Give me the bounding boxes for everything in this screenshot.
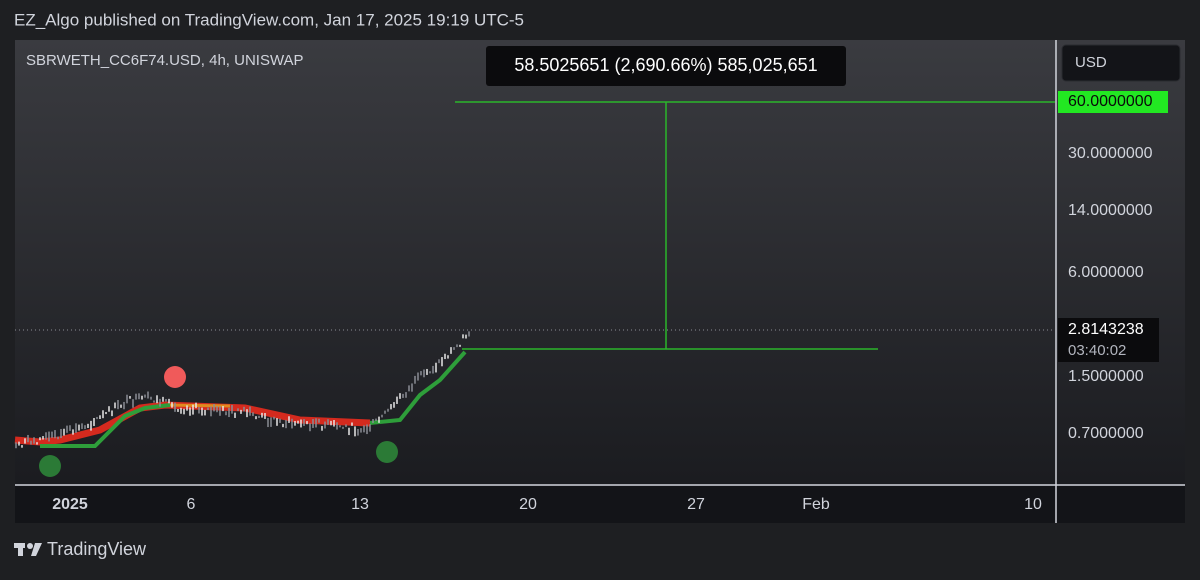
time-scale-label: 27 bbox=[687, 496, 705, 513]
time-scale-label: Feb bbox=[802, 496, 830, 513]
countdown-label: 03:40:02 bbox=[1068, 342, 1126, 359]
brand-logo bbox=[14, 543, 42, 556]
sell-signal bbox=[164, 366, 186, 388]
time-axis bbox=[15, 486, 1185, 523]
time-scale-label: 10 bbox=[1024, 496, 1042, 513]
price-scale-label: 60.0000000 bbox=[1068, 93, 1153, 110]
measure-label: 58.5025651 (2,690.66%) 585,025,651 bbox=[514, 55, 817, 75]
target-price-box bbox=[1058, 91, 1168, 113]
symbol-label: SBRWETH_CC6F74.USD, 4h, UNISWAP bbox=[26, 52, 304, 69]
currency-label: USD bbox=[1075, 54, 1107, 71]
brand-name: TradingView bbox=[47, 539, 147, 559]
buy-signal bbox=[39, 455, 61, 477]
trend-band-green bbox=[40, 350, 467, 448]
time-scale-label: 6 bbox=[187, 496, 196, 513]
price-scale-label: 1.5000000 bbox=[1068, 368, 1144, 385]
currency-button[interactable] bbox=[1061, 44, 1181, 82]
time-scale-label: 13 bbox=[351, 496, 369, 513]
chart-panel bbox=[15, 40, 1185, 523]
price-scale-label: 30.0000000 bbox=[1068, 145, 1153, 162]
header-title: EZ_Algo published on TradingView.com, Ja… bbox=[14, 10, 524, 29]
candles bbox=[15, 331, 470, 449]
time-scale-label: 20 bbox=[519, 496, 537, 513]
price-scale-label: 14.0000000 bbox=[1068, 202, 1153, 219]
measure-box bbox=[486, 46, 846, 86]
trend-band-orange bbox=[164, 403, 231, 408]
last-price-box bbox=[1058, 318, 1159, 362]
last-price-label: 2.8143238 bbox=[1068, 321, 1144, 338]
price-scale-label: 0.7000000 bbox=[1068, 425, 1144, 442]
buy-signal bbox=[376, 441, 398, 463]
time-scale-label: 2025 bbox=[52, 496, 88, 513]
price-scale-label: 6.0000000 bbox=[1068, 264, 1144, 281]
